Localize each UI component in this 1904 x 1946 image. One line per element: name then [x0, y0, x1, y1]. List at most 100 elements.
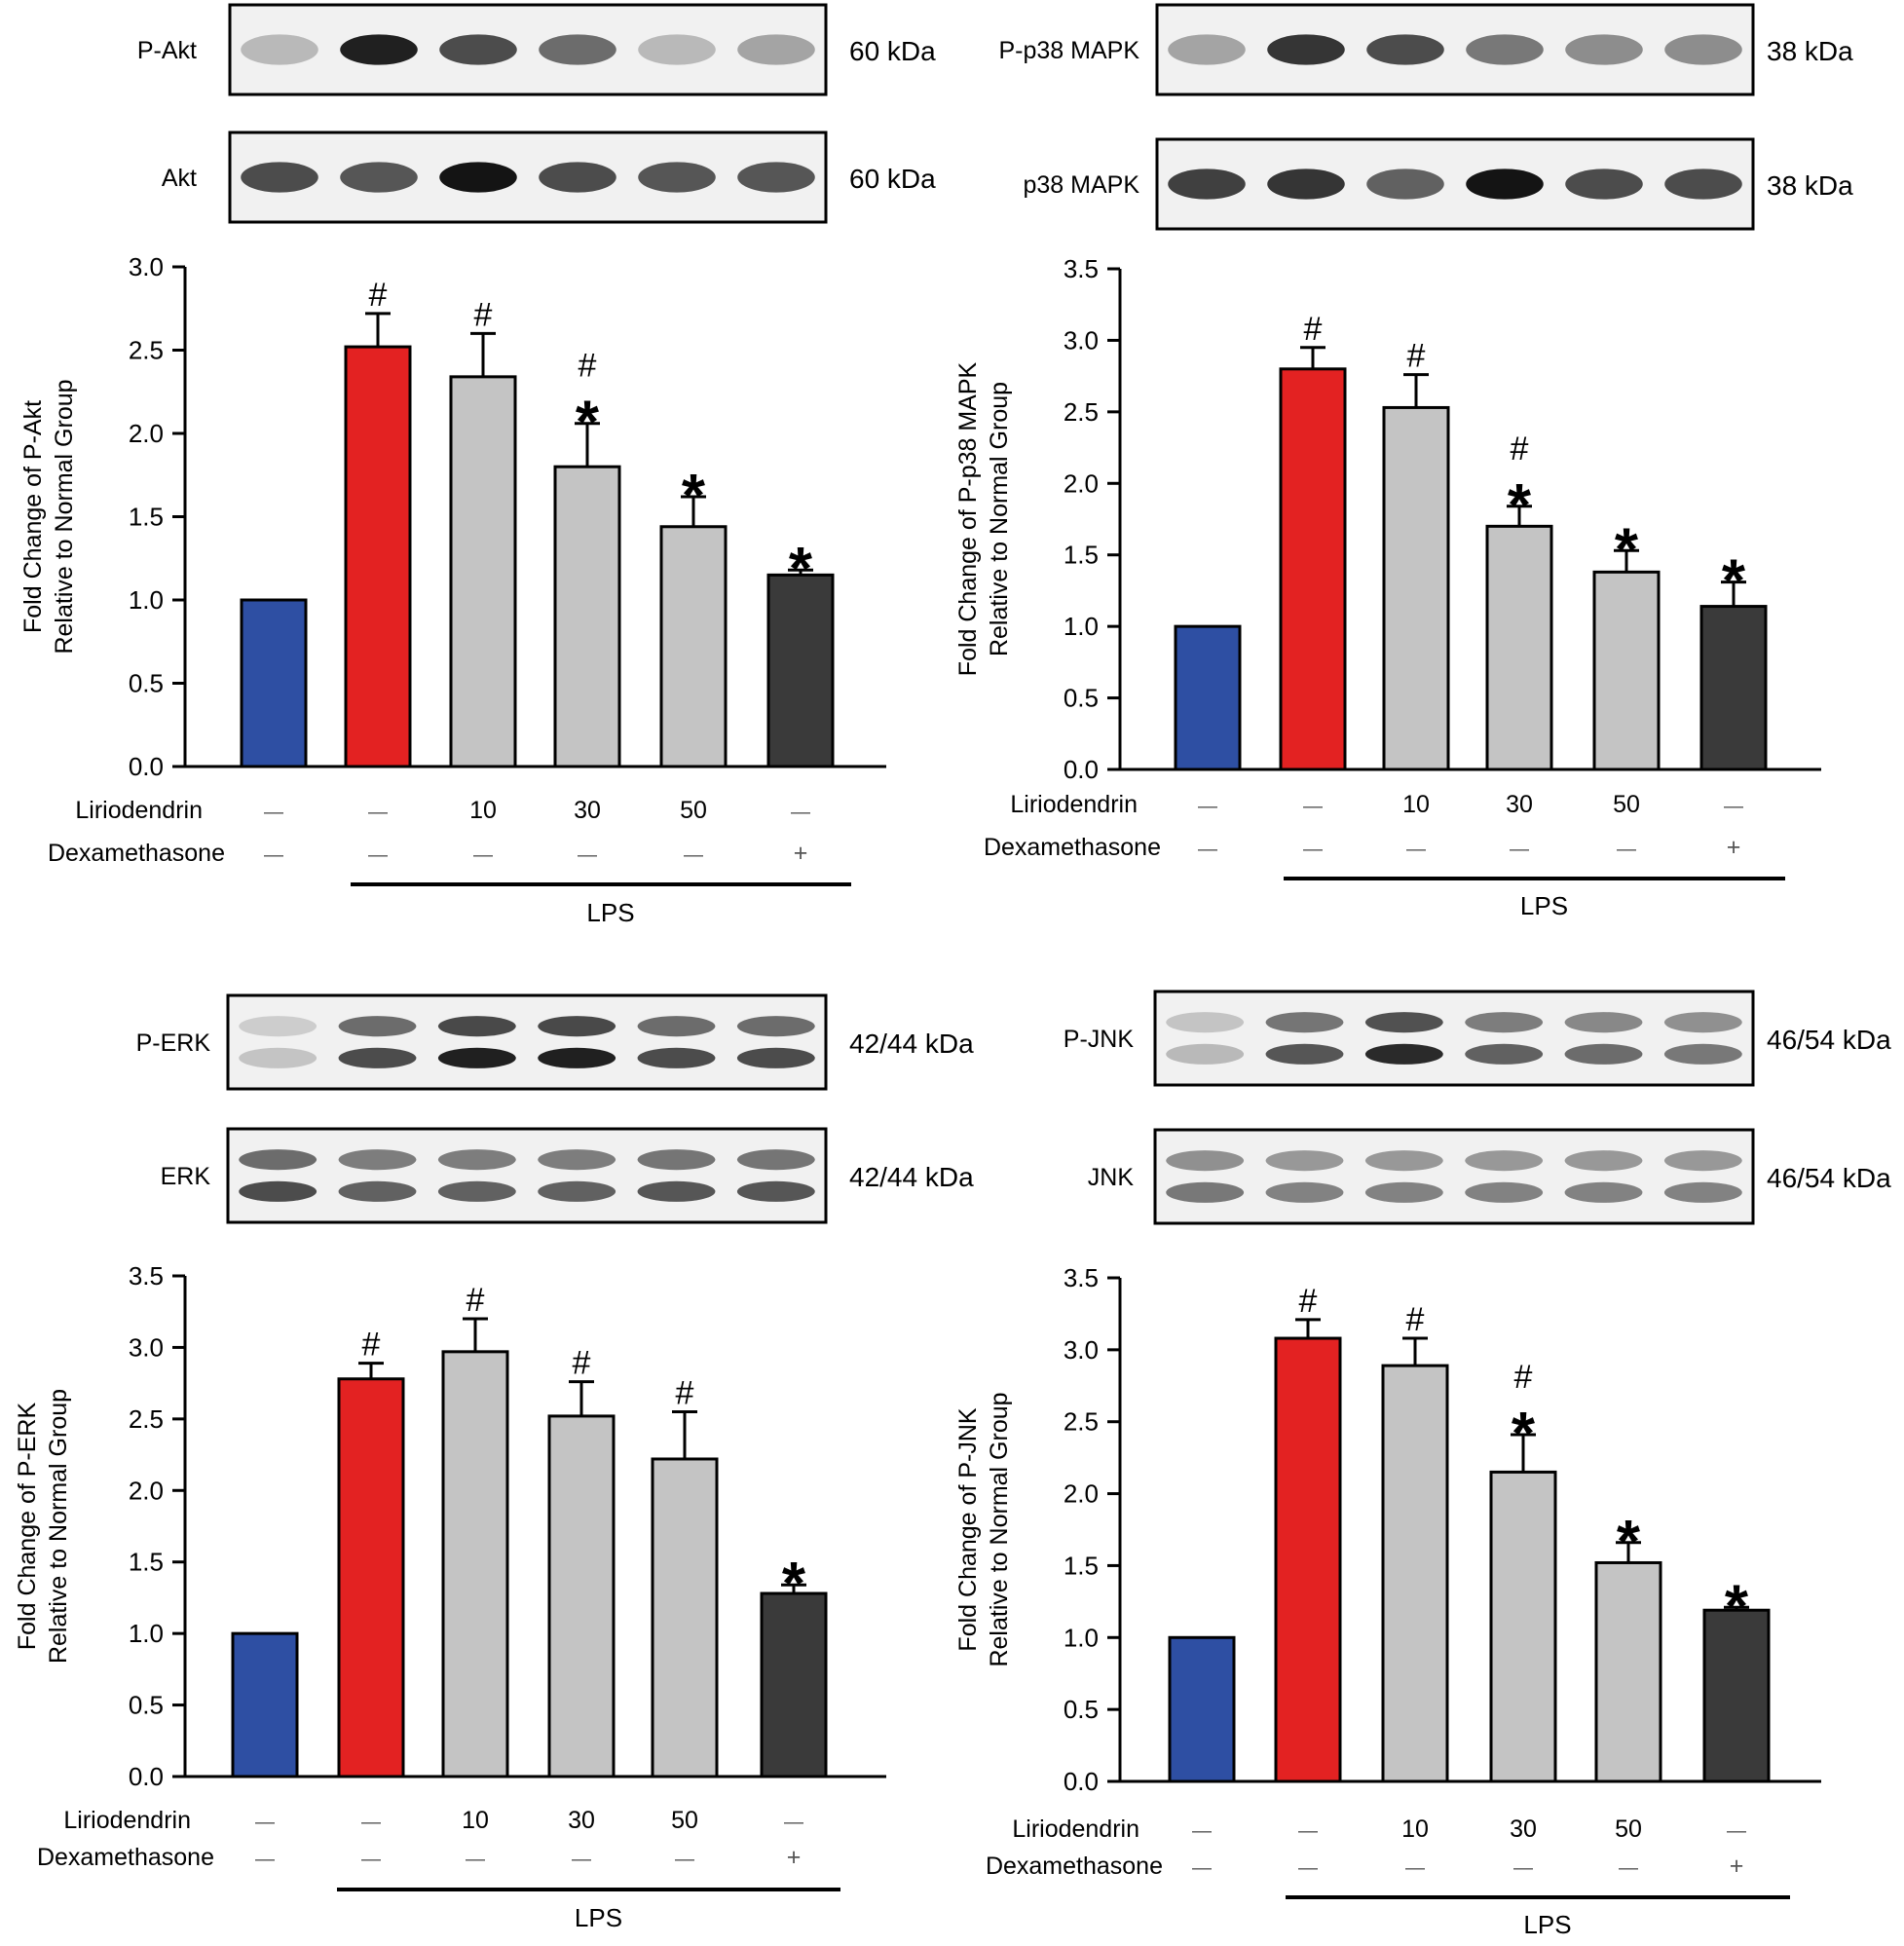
- dexamethasone-label: Dexamethasone: [986, 1852, 1163, 1880]
- blot-band: [538, 1149, 616, 1171]
- blot-band: [439, 34, 517, 65]
- significance-hash: #: [1511, 430, 1529, 468]
- blot-band: [437, 1149, 516, 1171]
- blot-band: [539, 34, 616, 65]
- liriodendrin-value: —: [1298, 1820, 1318, 1842]
- y-tick-label: 1.5: [1064, 1551, 1099, 1580]
- blot-band: [638, 162, 716, 193]
- dexamethasone-value: —: [466, 1849, 485, 1870]
- bar: [344, 345, 412, 768]
- y-tick-label: 2.0: [1064, 468, 1099, 498]
- y-tick-label: 0.0: [129, 1762, 164, 1791]
- y-axis-label: Fold Change of P-ERK: [14, 1403, 41, 1651]
- liriodendrin-value: 50: [680, 797, 707, 824]
- blot-frame: [1153, 1128, 1755, 1225]
- blot-band: [1565, 34, 1643, 65]
- chart-p38: 0.0 0.5 1.0 1.5 2.0 2.5 3.0 3.5 Fold Change of P…: [954, 254, 1821, 784]
- blot-frame: [1153, 990, 1755, 1087]
- panel-erk: P-ERK 42/44 kDa ERK 42/44 kDa 0.0 0.5 1.0 1.5 2.…: [14, 993, 974, 1932]
- liriodendrin-value: —: [791, 802, 810, 823]
- blot-p-jnk: P-JNK 46/54 kDa: [1064, 990, 1891, 1087]
- blot-band: [538, 1047, 616, 1068]
- blot-band: [1364, 1043, 1443, 1065]
- liriodendrin-value: 30: [568, 1807, 595, 1834]
- significance-hash: #: [1514, 1359, 1533, 1396]
- significance-hash: #: [1406, 1301, 1425, 1338]
- bar: [1381, 1364, 1449, 1783]
- bar: [766, 573, 835, 768]
- lps-label: LPS: [575, 1903, 622, 1932]
- blot-band: [1265, 1150, 1344, 1172]
- significance-hash: #: [467, 1282, 485, 1319]
- blot-erk: ERK 42/44 kDa: [161, 1127, 974, 1224]
- bar: [449, 375, 517, 768]
- dexamethasone-value: —: [578, 844, 597, 866]
- y-tick-label: 1.0: [1064, 612, 1099, 641]
- y-tick-label: 2.0: [1064, 1479, 1099, 1509]
- significance-star: *: [576, 390, 600, 457]
- dexamethasone-value: —: [1405, 1857, 1425, 1879]
- bar: [547, 1414, 616, 1778]
- liriodendrin-value: 10: [462, 1807, 489, 1834]
- blot-band: [1663, 1043, 1742, 1065]
- significance-hash: #: [1407, 338, 1426, 375]
- blot-band: [538, 1180, 616, 1202]
- liriodendrin-value: —: [264, 802, 283, 823]
- blot-p38-mapk: p38 MAPK 38 kDa: [1023, 137, 1853, 231]
- significance-star: *: [1722, 548, 1746, 616]
- y-axis-label: Fold Change of P-Akt: [19, 400, 47, 633]
- blot-band: [1166, 1043, 1245, 1065]
- dexamethasone-value: —: [473, 844, 493, 866]
- blot-band: [439, 162, 517, 193]
- blot-label: P-Akt: [137, 37, 197, 64]
- lps-label: LPS: [1523, 1910, 1571, 1939]
- y-tick-label: 0.5: [129, 669, 164, 698]
- blot-band: [1265, 1012, 1344, 1033]
- blot-kda-label: 60 kDa: [849, 164, 936, 194]
- significance-star: *: [1508, 472, 1532, 540]
- bar: [1485, 524, 1553, 771]
- bar: [1279, 367, 1347, 771]
- y-tick-label: 0.0: [1064, 1767, 1099, 1796]
- dexamethasone-label: Dexamethasone: [984, 834, 1161, 861]
- blot-band: [241, 34, 318, 65]
- blot-band: [736, 1180, 815, 1202]
- y-tick-label: 0.0: [1064, 755, 1099, 784]
- blot-band: [239, 1016, 317, 1037]
- bar: [1382, 405, 1450, 771]
- blot-band: [239, 1180, 317, 1202]
- blot-band: [1564, 1043, 1643, 1065]
- dexamethasone-label: Dexamethasone: [37, 1844, 214, 1871]
- blot-jnk: JNK 46/54 kDa: [1088, 1128, 1891, 1225]
- y-tick-label: 1.0: [1064, 1623, 1099, 1652]
- blot-label: p38 MAPK: [1023, 171, 1139, 199]
- y-tick-label: 3.0: [1064, 1335, 1099, 1365]
- bar: [231, 1631, 299, 1778]
- bar: [337, 1377, 405, 1778]
- y-axis-label: Relative to Normal Group: [986, 382, 1013, 656]
- bar: [1699, 605, 1768, 771]
- y-tick-label: 0.0: [129, 752, 164, 781]
- blot-kda-label: 46/54 kDa: [1767, 1163, 1891, 1193]
- dexamethasone-value: +: [794, 840, 808, 867]
- blot-band: [1465, 1012, 1544, 1033]
- blot-kda-label: 42/44 kDa: [849, 1162, 974, 1192]
- liriodendrin-value: —: [1727, 1820, 1746, 1842]
- bar: [1489, 1470, 1557, 1783]
- blot-p-erk: P-ERK 42/44 kDa: [136, 993, 974, 1091]
- treatment-table: Liriodendrin Dexamethasone — — 10 30 50 — — — — — — +…: [986, 1815, 1790, 1939]
- dexamethasone-value: —: [675, 1849, 694, 1870]
- panel-p38: P-p38 MAPK 38 kDa p38 MAPK 38 kDa 0.0 0.5 1.0 1…: [954, 3, 1853, 920]
- treatment-table: Liriodendrin Dexamethasone — — 10 30 50 — — — — — — +…: [984, 791, 1785, 920]
- blot-band: [1663, 1181, 1742, 1203]
- liriodendrin-value: 10: [469, 797, 497, 824]
- blot-band: [338, 1047, 417, 1068]
- dexamethasone-value: —: [1198, 839, 1217, 860]
- bar: [1702, 1608, 1771, 1783]
- blot-band: [1465, 1043, 1544, 1065]
- blot-band: [1663, 1012, 1742, 1033]
- bar: [240, 598, 308, 768]
- blot-band: [338, 1149, 417, 1171]
- blot-band: [1366, 168, 1444, 200]
